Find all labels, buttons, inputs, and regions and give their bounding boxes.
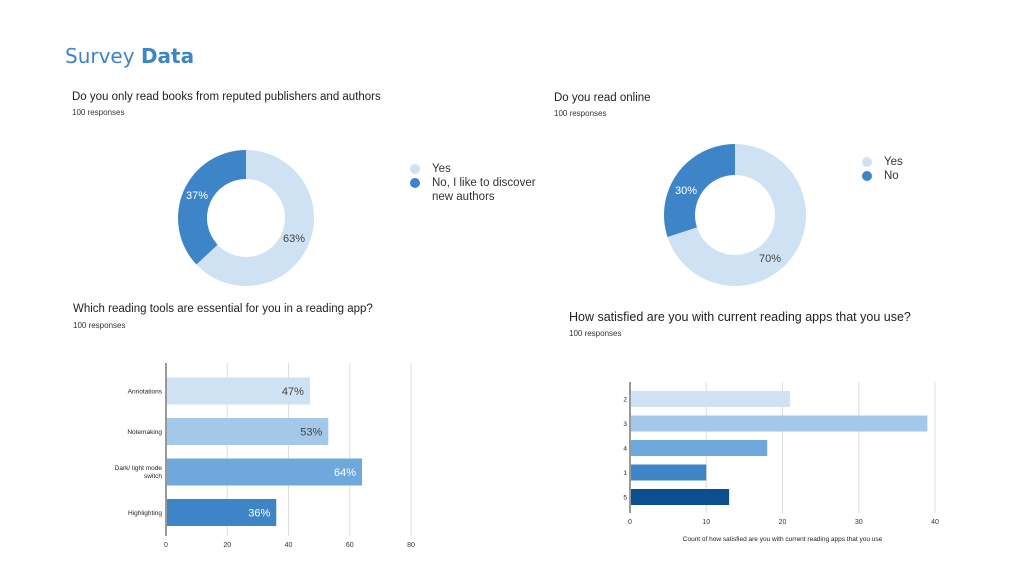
category-label: Dark/ light mode: [115, 465, 163, 472]
bar: [167, 499, 277, 526]
legend-label-no: No: [884, 170, 899, 182]
donut2-legend: Yes No: [862, 155, 942, 183]
title-light: Survey: [65, 44, 135, 68]
x-tick-label: 40: [931, 519, 939, 526]
bar: [167, 418, 329, 445]
bar: [631, 464, 707, 481]
title-bold: Data: [140, 44, 195, 68]
donut-data-label: 70%: [759, 253, 781, 265]
q2-title: Do you read online: [554, 92, 651, 104]
donut-chart-1: 63% 37%: [178, 150, 314, 286]
bar-data-label: 47%: [282, 386, 304, 398]
x-tick-label: 20: [223, 542, 231, 549]
category-label: switch: [144, 473, 162, 480]
bar: [631, 415, 928, 432]
bar: [631, 440, 768, 456]
bar-data-label: 64%: [334, 467, 356, 479]
q3-subtitle: 100 responses: [73, 321, 126, 330]
donut1-legend: Yes No, I like to discover new authors: [410, 162, 550, 204]
bar: [167, 377, 310, 405]
donut-data-label: 30%: [675, 185, 697, 197]
x-tick-label: 80: [407, 542, 415, 549]
legend-label-no: No, I like to discover new authors: [432, 177, 536, 203]
page-title: Survey Data: [65, 44, 194, 68]
legend-label-yes: Yes: [884, 156, 903, 168]
q1-title: Do you only read books from reputed publ…: [72, 91, 381, 103]
q4-subtitle: 100 responses: [569, 329, 622, 338]
bar: [631, 489, 730, 505]
x-tick-label: 40: [285, 542, 293, 549]
category-label: Annotations: [128, 389, 163, 396]
x-tick-label: 0: [164, 542, 168, 549]
bar: [631, 391, 791, 407]
legend-swatch-no: [862, 171, 872, 181]
bar-chart-3: 0 20 40 60 80 Annotations 47% Notemaking 53% Dark…: [115, 363, 415, 549]
q2-subtitle: 100 responses: [554, 109, 607, 118]
category-label: Notemaking: [127, 429, 162, 436]
donut-slice-yes: [667, 144, 807, 286]
bar-data-label: 53%: [300, 427, 322, 439]
x-tick-label: 30: [855, 519, 863, 526]
bar-chart-4: 0 10 20 30 40 2 3 4 1 5 Count of how satisfied are…: [623, 382, 939, 543]
category-label: 5: [623, 495, 627, 502]
legend-swatch-no: [410, 178, 420, 188]
legend-item-no: No: [862, 169, 942, 183]
x-tick-label: 10: [702, 519, 710, 526]
category-label: 3: [623, 421, 627, 428]
category-label: 2: [623, 397, 627, 404]
x-tick-label: 0: [628, 519, 632, 526]
legend-label-yes: Yes: [432, 163, 451, 175]
bar: [167, 458, 362, 486]
x-tick-label: 60: [346, 542, 354, 549]
donut-slice-no: [178, 150, 246, 265]
q1-subtitle: 100 responses: [72, 108, 125, 117]
donut-data-label: 63%: [283, 233, 305, 245]
legend-item-yes: Yes: [410, 162, 550, 176]
donut-slice-yes: [196, 150, 314, 286]
legend-swatch-yes: [410, 164, 420, 174]
q3-title: Which reading tools are essential for yo…: [73, 303, 373, 315]
q4-title: How satisfied are you with current readi…: [569, 310, 911, 324]
x-axis-title: Count of how satisfied are you with curr…: [683, 536, 883, 543]
category-label: Highlighting: [128, 510, 162, 517]
category-label: 4: [623, 446, 627, 453]
bar-data-label: 36%: [248, 508, 270, 520]
category-label: 1: [623, 470, 627, 477]
legend-swatch-yes: [862, 157, 872, 167]
legend-item-no: No, I like to discover new authors: [410, 176, 550, 204]
donut-slice-no: [664, 144, 735, 237]
legend-item-yes: Yes: [862, 155, 942, 169]
donut-chart-2: 70% 30%: [664, 144, 807, 286]
donut-data-label: 37%: [186, 190, 208, 202]
x-tick-label: 20: [779, 519, 787, 526]
